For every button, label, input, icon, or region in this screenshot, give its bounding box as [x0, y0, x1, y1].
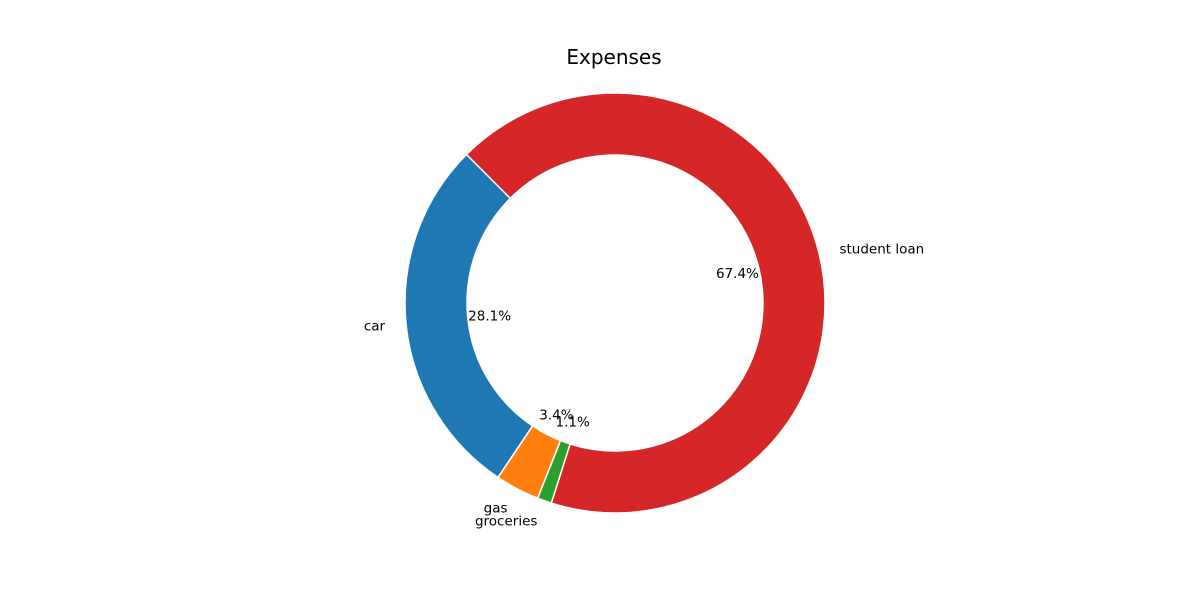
- chart-title: Expenses: [566, 45, 661, 69]
- slice-label-groceries: groceries: [475, 514, 537, 530]
- slice-student-loan: [465, 92, 826, 514]
- pct-label-groceries: 1.1%: [556, 415, 590, 431]
- slice-label-car: car: [364, 318, 386, 334]
- pct-label-car: 28.1%: [468, 308, 511, 324]
- slice-car: [404, 153, 534, 479]
- pct-label-gas: 3.4%: [539, 408, 573, 424]
- slice-label-student-loan: student loan: [839, 241, 924, 257]
- slices-layer: [404, 92, 826, 514]
- labels-layer: car 28.1% gas 3.4% groceries 1.1% student loan…: [364, 241, 924, 529]
- pct-label-student-loan: 67.4%: [716, 266, 759, 282]
- slice-label-gas: gas: [484, 500, 508, 516]
